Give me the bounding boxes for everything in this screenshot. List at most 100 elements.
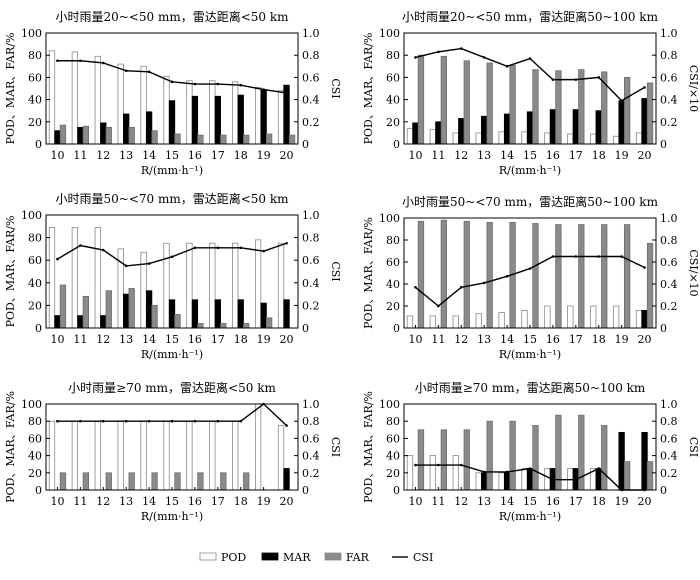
- far-bar: [623, 461, 631, 491]
- mar-bar: [283, 299, 290, 329]
- x-tick-label: 15: [165, 149, 179, 162]
- far-bar: [417, 54, 425, 145]
- right-tick-label: 0.4: [302, 277, 320, 290]
- pod-bar: [612, 135, 620, 145]
- left-tick-label: 100: [21, 27, 42, 40]
- x-tick-label: 11: [431, 495, 445, 508]
- mar-bar: [260, 302, 267, 329]
- far-bar: [265, 133, 273, 145]
- pod-bar: [521, 309, 528, 329]
- x-tick-label: 11: [73, 495, 87, 508]
- chart-title: 小时雨量≥70 mm，雷达距离50~100 km: [415, 380, 646, 395]
- mar-bar: [237, 299, 244, 329]
- csi-point: [285, 424, 288, 427]
- far-bar: [578, 69, 585, 145]
- csi-point: [459, 463, 463, 467]
- right-tick-label: 1.0: [660, 398, 678, 411]
- left-tick-label: 40: [386, 450, 400, 463]
- pod-bar: [186, 420, 193, 491]
- chart-panel-6: 小时雨量≥70 mm，雷达距离50~100 km 0 20 40 60 80 100 0 0.2…: [362, 380, 700, 523]
- mar-bar: [260, 89, 267, 145]
- right-tick-label: 1.0: [302, 209, 320, 222]
- mar-bar: [168, 299, 176, 329]
- left-tick-label: 60: [28, 71, 42, 84]
- mar-bar: [145, 290, 153, 329]
- pod-bar: [498, 131, 505, 145]
- right-tick-label: 0.4: [660, 450, 678, 463]
- x-tick-label: 10: [408, 495, 422, 508]
- pod-bar: [544, 305, 551, 329]
- csi-point: [551, 478, 555, 481]
- far-bar: [174, 314, 181, 329]
- pod-bar: [94, 420, 101, 491]
- left-tick-label: 40: [386, 278, 400, 291]
- left-tick-label: 40: [28, 94, 42, 107]
- pod-bar: [590, 133, 597, 145]
- x-tick-label: 16: [546, 495, 560, 508]
- right-tick-label: 0.2: [660, 300, 678, 313]
- mar-bar: [435, 121, 442, 145]
- x-axis-label: R/(mm·h⁻¹): [141, 348, 203, 361]
- x-axis-label: R/(mm·h⁻¹): [499, 510, 561, 523]
- x-tick-label: 18: [234, 495, 248, 508]
- csi-line: [415, 255, 645, 307]
- far-bar: [288, 134, 296, 145]
- x-tick-label: 14: [142, 495, 156, 508]
- left-tick-label: 80: [386, 415, 400, 428]
- far-bar: [243, 134, 250, 145]
- chart-panel-5: 小时雨量≥70 mm，雷达距离<50 km 0 20 40 60 80 100 0 0.2 0.4…: [4, 380, 342, 523]
- x-tick-label: 15: [165, 333, 179, 346]
- right-tick-label: 0.4: [302, 450, 320, 463]
- mar-bar: [191, 299, 199, 329]
- far-bar: [59, 472, 67, 491]
- csi-point: [459, 47, 463, 50]
- y-axis-label-right: CSI: [329, 261, 342, 281]
- csi-point: [216, 419, 220, 423]
- pod-bar: [475, 313, 482, 329]
- csi-point: [482, 56, 486, 59]
- far-bar: [243, 323, 250, 329]
- x-tick-label: 20: [638, 333, 652, 346]
- pod-bar: [406, 455, 414, 491]
- csi-point: [147, 419, 151, 423]
- x-tick-label: 19: [615, 149, 629, 162]
- left-tick-label: 20: [386, 116, 400, 129]
- x-tick-label: 10: [408, 149, 422, 162]
- right-tick-label: 0: [302, 484, 309, 497]
- chart-panel-4: 小时雨量50~<70 mm，雷达距离50~100 km0204060801000…: [362, 194, 700, 361]
- x-tick-label: 12: [96, 149, 110, 162]
- left-tick-label: 100: [21, 209, 42, 222]
- mar-bar: [100, 122, 107, 145]
- mar-bar: [145, 111, 153, 145]
- mar-bar: [412, 122, 419, 145]
- pod-bar: [186, 80, 193, 145]
- right-tick-label: 0.8: [302, 49, 320, 62]
- pod-bar: [117, 63, 124, 145]
- far-bar: [646, 82, 654, 145]
- mar-bar: [237, 94, 244, 145]
- far-bar: [105, 472, 112, 491]
- far-bar: [82, 472, 90, 491]
- far-bar: [555, 70, 562, 145]
- right-tick-label: 0: [660, 322, 667, 335]
- right-tick-label: 1.0: [302, 27, 320, 40]
- left-tick-label: 60: [28, 254, 42, 267]
- chart-panel-1: 小时雨量20~<50 mm，雷达距离<50 km 0 20 40 60 80 100 0 0.2…: [4, 9, 342, 177]
- y-axis-label-left: POD、MAR、FAR/%: [362, 33, 375, 145]
- csi-point: [79, 244, 82, 247]
- csi-point: [170, 255, 174, 259]
- right-tick-label: 0.6: [302, 432, 320, 445]
- pod-bar: [163, 420, 170, 491]
- x-tick-label: 10: [408, 333, 422, 346]
- csi-point: [216, 82, 220, 86]
- far-bar: [486, 62, 493, 145]
- x-tick-label: 17: [211, 495, 225, 508]
- csi-point: [597, 467, 601, 470]
- far-bar: [59, 124, 67, 145]
- csi-point: [262, 249, 265, 253]
- x-tick-label: 20: [638, 495, 652, 508]
- far-bar: [509, 64, 516, 145]
- far-bar: [555, 414, 562, 491]
- legend-mar-label: MAR: [283, 551, 311, 564]
- x-tick-label: 18: [592, 149, 606, 162]
